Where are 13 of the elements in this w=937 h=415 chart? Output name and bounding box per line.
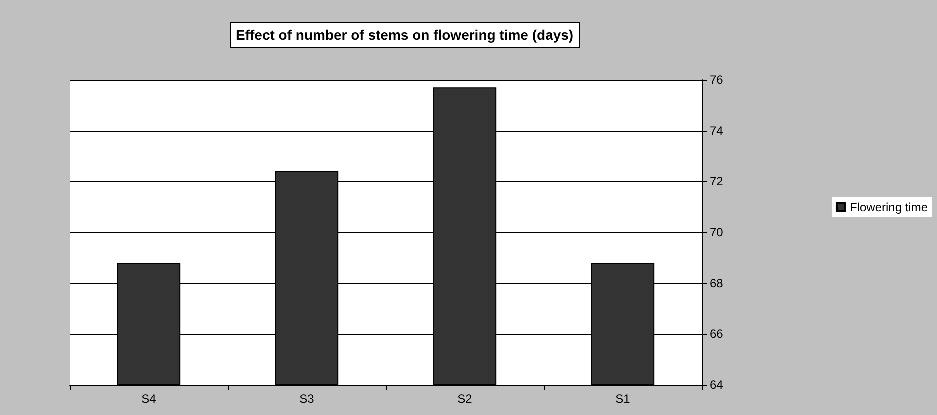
y-tick-label: 74 — [710, 124, 724, 138]
x-tick-label: S3 — [300, 392, 315, 406]
y-tick-label: 64 — [710, 378, 724, 392]
x-tick-label: S4 — [142, 392, 157, 406]
y-tick-label: 70 — [710, 226, 724, 240]
chart-title: Effect of number of stems on flowering time (days) — [236, 27, 574, 43]
legend-label: Flowering time — [850, 200, 928, 214]
y-tick-label: 72 — [710, 174, 724, 189]
y-tick-label: 66 — [710, 327, 724, 342]
y-tick-label: 76 — [710, 73, 724, 87]
x-tick-label: S1 — [616, 392, 631, 406]
x-tick-label: S2 — [458, 392, 473, 406]
y-tick-label: 68 — [710, 276, 724, 290]
